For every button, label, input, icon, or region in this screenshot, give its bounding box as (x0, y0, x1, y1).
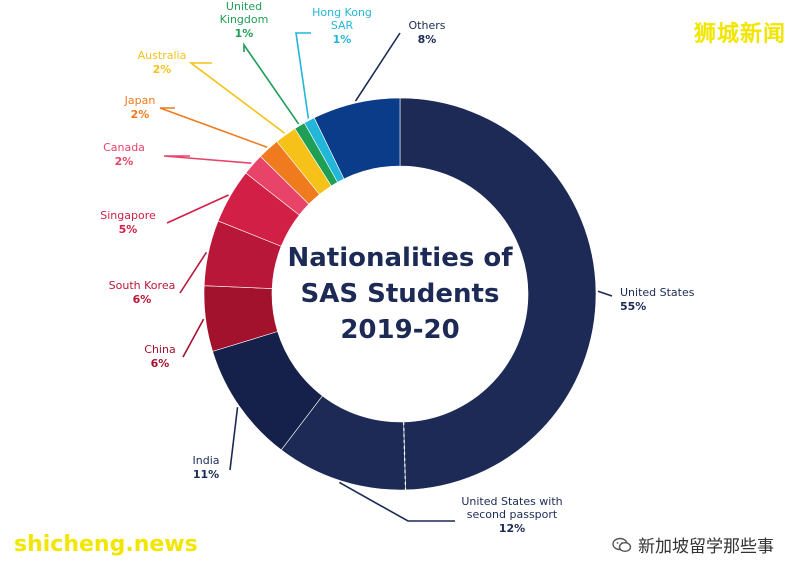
leader-australia (188, 62, 286, 134)
label-india: India (193, 454, 220, 467)
center-title-line3: 2019-20 (340, 315, 459, 345)
pct-hong-kong-sar: 1% (333, 33, 352, 46)
label-united-kingdom-line2: Kingdom (220, 13, 269, 26)
leader-china (182, 318, 205, 358)
pct-india: 11% (193, 468, 219, 481)
label-china: China (144, 343, 175, 356)
leader-canada (163, 155, 252, 164)
slice-others (313, 97, 401, 180)
center-title-line2: SAS Students (301, 279, 500, 309)
leader-japan (159, 107, 268, 148)
leader-united-states (597, 290, 613, 297)
slice-united-states (399, 97, 597, 491)
leader-others (354, 32, 401, 102)
leader-lines (159, 32, 613, 522)
watermark-top-right: 狮城新闻 (693, 22, 786, 47)
label-australia: Australia (138, 49, 187, 62)
label-united-states-with-second-passport-line2: second passport (467, 508, 558, 521)
leader-united-states-with-second-passport (338, 481, 455, 522)
pct-china: 6% (151, 357, 170, 370)
leader-hong-kong-sar (295, 32, 311, 119)
leader-united-kingdom (243, 42, 300, 125)
pct-others: 8% (418, 33, 437, 46)
wechat-account-name: 新加坡留学那些事 (638, 537, 774, 557)
label-japan: Japan (124, 94, 156, 107)
pct-united-states: 55% (620, 300, 646, 313)
leader-south-korea (179, 251, 208, 294)
us-divider-dashed (403, 421, 407, 490)
pct-canada: 2% (115, 155, 134, 168)
label-united-states: United States (620, 286, 695, 299)
wechat-icon (612, 537, 632, 552)
label-hong-kong-sar-line1: Hong Kong (312, 6, 372, 19)
pct-united-states-with-second-passport: 12% (499, 522, 525, 535)
label-south-korea: South Korea (109, 279, 176, 292)
label-singapore: Singapore (100, 209, 156, 222)
pct-australia: 2% (153, 63, 172, 76)
leader-india (229, 407, 239, 471)
pct-south-korea: 6% (133, 293, 152, 306)
pct-united-kingdom: 1% (235, 27, 254, 40)
label-united-kingdom-line1: United (226, 0, 262, 13)
center-title-line1: Nationalities of (287, 243, 513, 273)
watermark-shicheng-news: shicheng.news (14, 532, 198, 557)
donut-center-title: Nationalities of SAS Students 2019-20 (287, 243, 513, 345)
pct-japan: 2% (131, 108, 150, 121)
label-united-states-with-second-passport-line1: United States with (461, 495, 562, 508)
donut-slices (203, 97, 597, 491)
leader-singapore (166, 194, 229, 224)
watermark-wechat-account: 新加坡留学那些事 (612, 532, 774, 557)
label-hong-kong-sar-line2: SAR (331, 19, 354, 32)
label-canada: Canada (103, 141, 145, 154)
pct-singapore: 5% (119, 223, 138, 236)
label-others: Others (409, 19, 446, 32)
